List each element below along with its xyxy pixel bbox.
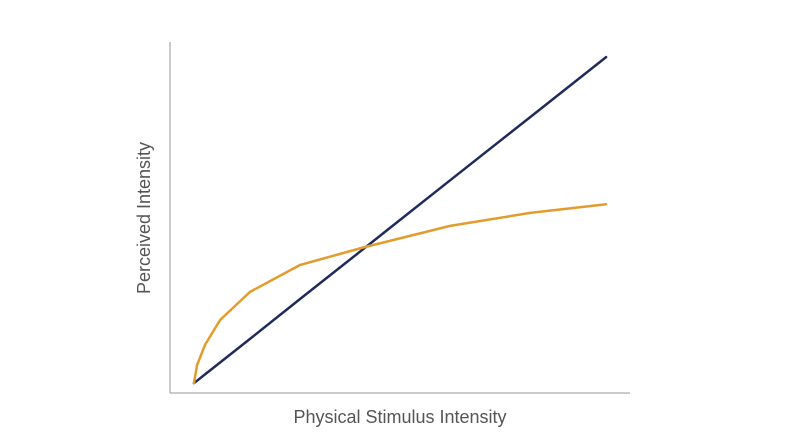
x-axis-label: Physical Stimulus Intensity: [293, 407, 506, 427]
series-line: [192, 202, 608, 385]
series-line: [192, 55, 608, 385]
y-axis-label: Perceived Intensity: [134, 142, 154, 294]
